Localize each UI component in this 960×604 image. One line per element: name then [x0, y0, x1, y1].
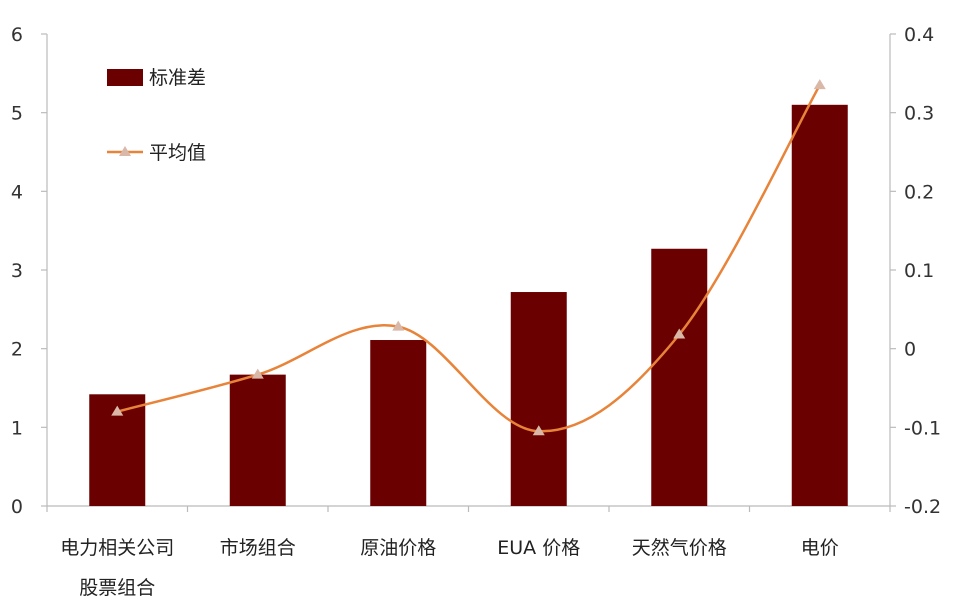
bar	[510, 292, 567, 506]
mean-point-marker	[392, 320, 405, 331]
legend-swatch-mean-marker	[119, 146, 131, 156]
category-label: 市场组合	[220, 537, 296, 559]
mean-point-marker	[673, 328, 686, 339]
bar	[791, 104, 848, 507]
left-tick-label: 4	[11, 181, 23, 203]
left-axis-ticks: 0 1 2 3 4 5 6	[11, 24, 47, 518]
category-label: EUA 价格	[497, 537, 580, 559]
mean-point-marker	[532, 425, 545, 436]
legend-label-mean: 平均值	[149, 142, 206, 164]
bar	[651, 248, 708, 506]
right-tick-label: -0.1	[904, 417, 941, 439]
left-tick-label: 6	[11, 24, 23, 46]
right-tick-label: 0	[904, 339, 916, 361]
bar-series	[89, 104, 848, 507]
axes	[46, 34, 891, 507]
mean-line-path	[116, 84, 821, 433]
category-label: 天然气价格	[632, 537, 727, 559]
x-axis-ticks	[46, 506, 891, 512]
right-axis-ticks: -0.2 -0.1 0 0.1 0.2 0.3 0.4	[890, 24, 941, 518]
left-tick-label: 0	[11, 496, 23, 518]
right-tick-label: 0.4	[904, 24, 934, 46]
left-tick-label: 2	[11, 339, 23, 361]
line-series	[111, 79, 826, 436]
right-tick-label: 0.3	[904, 103, 934, 125]
bar	[370, 340, 427, 506]
category-label: 电力相关公司	[60, 537, 174, 559]
left-tick-label: 3	[11, 260, 23, 282]
category-label: 股票组合	[79, 577, 155, 599]
legend: 标准差 平均值	[107, 67, 206, 164]
right-tick-label: 0.2	[904, 181, 934, 203]
right-tick-label: -0.2	[904, 496, 941, 518]
category-label: 原油价格	[360, 537, 436, 559]
legend-label-std: 标准差	[149, 67, 206, 89]
mean-point-marker	[813, 79, 826, 90]
left-tick-label: 5	[11, 103, 23, 125]
legend-swatch-std	[107, 69, 143, 86]
left-tick-label: 1	[11, 417, 23, 439]
mean-point-marker	[111, 405, 124, 416]
bar	[229, 374, 286, 506]
category-label: 电价	[801, 537, 839, 559]
mean-point-marker	[251, 368, 264, 379]
right-tick-label: 0.1	[904, 260, 934, 282]
